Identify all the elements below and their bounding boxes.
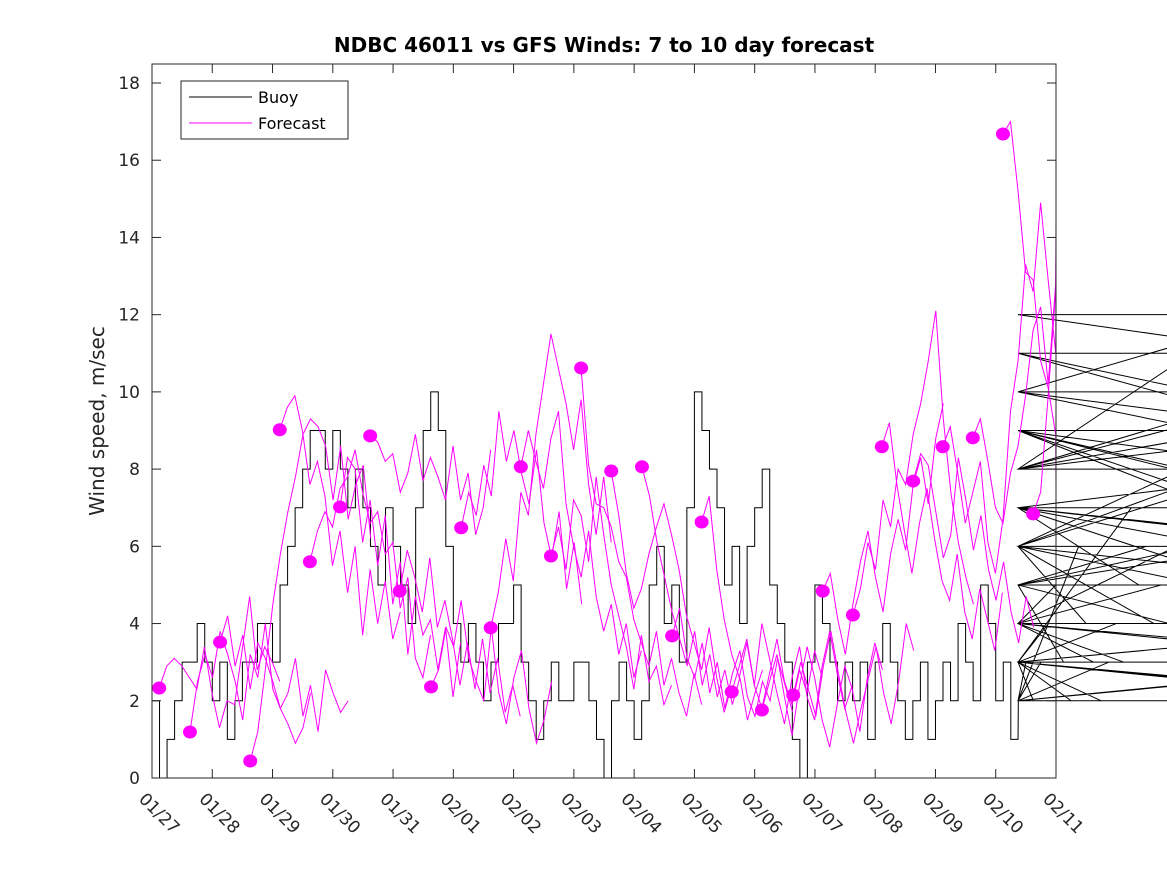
- forecast-line: [339, 456, 462, 697]
- forecast-line: [219, 615, 349, 732]
- forecast-line: [881, 422, 1003, 651]
- legend-box: [180, 80, 349, 140]
- forecast-line: [580, 367, 703, 717]
- buoy-line: [152, 314, 1167, 779]
- forecast-line: [822, 403, 944, 655]
- y-tick-label: 12: [118, 306, 140, 326]
- y-tick-label: 6: [129, 537, 140, 557]
- forecast-line: [520, 411, 642, 678]
- forecast-start-point: [995, 127, 1010, 141]
- forecast-start-point: [182, 725, 197, 739]
- forecast-start-point: [454, 521, 469, 535]
- forecast-start-point: [243, 754, 258, 768]
- y-axis: 0 2 4 6 8 10 12 14 16 18: [118, 74, 1056, 789]
- forecast-start-point: [754, 703, 769, 717]
- forecast-start-point: [906, 474, 921, 488]
- forecast-start-point: [874, 440, 889, 454]
- buoy-series: [152, 314, 1167, 779]
- forecast-line: [912, 452, 1035, 643]
- forecast-start-point: [724, 685, 739, 699]
- forecast-start-point: [694, 515, 709, 529]
- forecast-start-point: [302, 555, 317, 569]
- forecast-line: [249, 418, 372, 762]
- y-tick-label: 16: [118, 151, 140, 171]
- y-tick-label: 10: [118, 383, 140, 403]
- forecast-line: [399, 550, 521, 717]
- legend: Buoy Forecast: [180, 80, 349, 140]
- forecast-line: [761, 642, 883, 748]
- forecast-start-point: [152, 681, 167, 695]
- forecast-line: [610, 470, 733, 713]
- forecast-line: [550, 476, 672, 707]
- forecast-series: [158, 120, 1057, 762]
- forecast-line: [942, 202, 1057, 574]
- forecast-line: [189, 623, 311, 745]
- chart-title: NDBC 46011 vs GFS Winds: 7 to 10 day for…: [334, 33, 875, 57]
- forecast-start-point: [935, 440, 950, 454]
- forecast-start-point: [815, 584, 830, 598]
- forecast-start-point: [483, 621, 498, 635]
- forecast-line: [792, 623, 915, 744]
- y-tick-label: 18: [118, 74, 140, 94]
- axes-background: [152, 64, 1056, 778]
- forecast-start-point: [272, 423, 287, 437]
- axes-box: [151, 63, 1057, 779]
- forecast-start-point: [604, 464, 619, 478]
- forecast-start-point: [665, 629, 680, 643]
- forecast-line: [731, 623, 853, 725]
- y-tick-label: 8: [129, 460, 140, 480]
- forecast-line: [279, 394, 401, 640]
- legend-buoy-label: Buoy: [258, 88, 298, 107]
- forecast-start-point: [543, 549, 558, 563]
- forecast-start-point: [333, 500, 348, 514]
- y-tick-label: 2: [129, 692, 140, 712]
- forecast-start-point: [1026, 507, 1041, 521]
- forecast-start-point: [786, 688, 801, 702]
- forecast-start-point: [634, 460, 649, 474]
- forecast-line: [309, 449, 431, 680]
- y-tick-label: 0: [129, 769, 140, 789]
- y-tick-label: 14: [118, 228, 140, 248]
- forecast-start-point: [213, 635, 228, 649]
- forecast-start-point: [513, 460, 528, 474]
- forecast-start-point: [392, 584, 407, 598]
- forecast-line: [369, 434, 492, 535]
- forecast-line: [671, 607, 794, 718]
- forecast-start-point: [574, 361, 589, 375]
- forecast-line: [641, 466, 763, 721]
- forecast-start-point: [965, 431, 980, 445]
- forecast-start-markers: [152, 127, 1041, 768]
- forecast-start-point: [424, 680, 439, 694]
- legend-forecast-label: Forecast: [258, 114, 326, 133]
- forecast-start-point: [363, 429, 378, 443]
- y-axis-label: Wind speed, m/sec: [85, 326, 109, 516]
- forecast-start-point: [845, 608, 860, 622]
- y-tick-label: 4: [129, 615, 140, 635]
- forecast-line: [490, 333, 612, 628]
- plot-area: [151, 63, 1167, 779]
